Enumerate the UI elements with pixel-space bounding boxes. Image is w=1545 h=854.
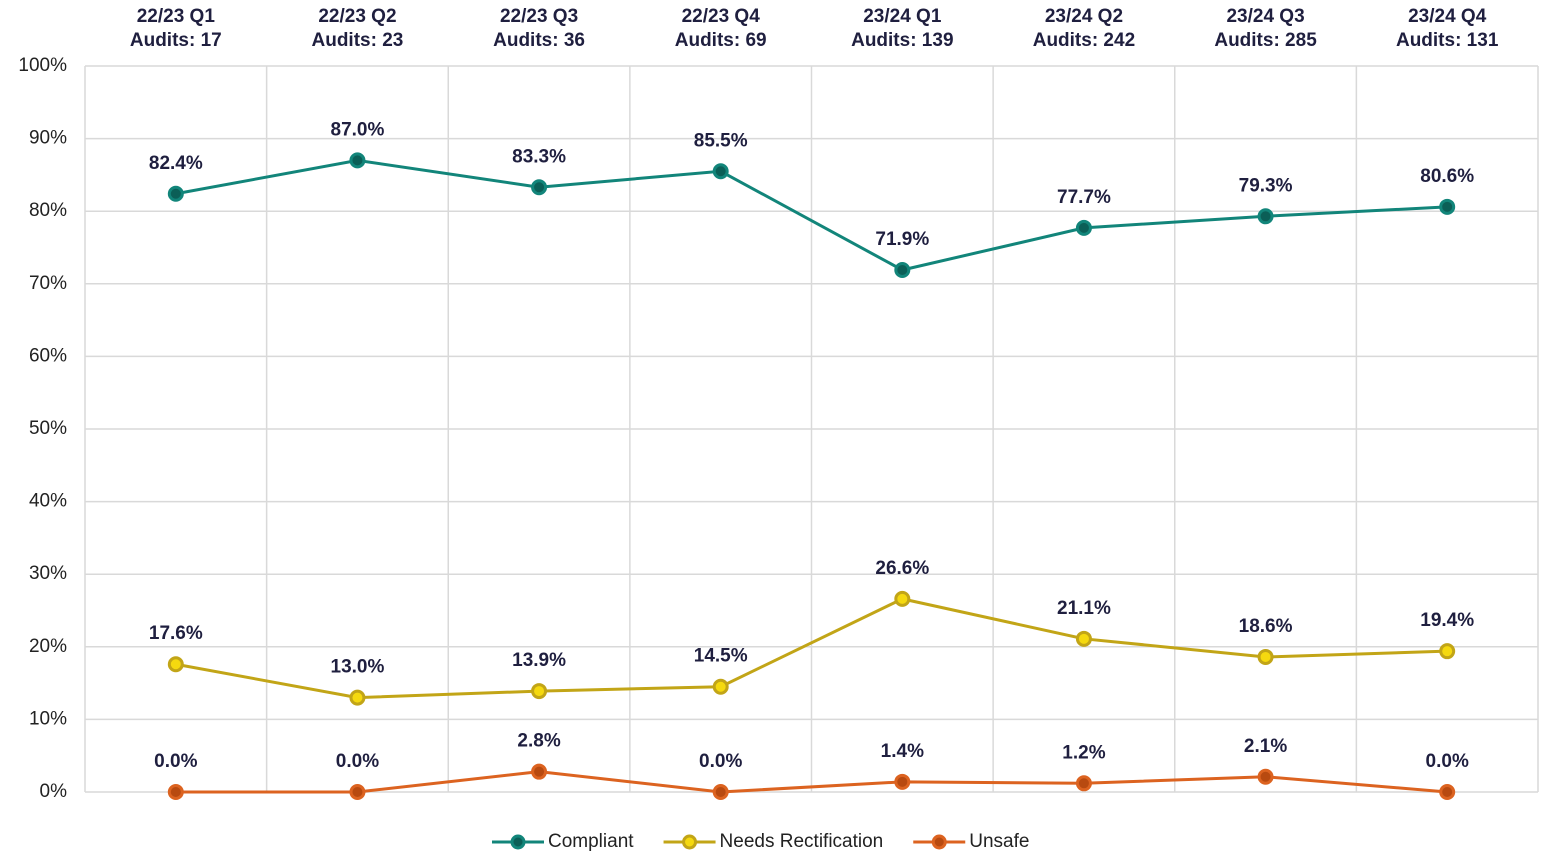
y-tick-label: 100% [18, 55, 67, 76]
marker [894, 590, 911, 607]
data-label: 19.4% [1420, 610, 1474, 631]
y-tick-label: 10% [29, 708, 67, 729]
data-label: 21.1% [1057, 598, 1111, 619]
y-tick-label: 50% [29, 418, 67, 439]
x-tick-label: 23/24 Q3 [1226, 6, 1304, 27]
data-label: 79.3% [1239, 175, 1293, 196]
data-label: 13.0% [331, 657, 385, 678]
y-tick-label: 20% [29, 636, 67, 657]
x-tick-label: 23/24 Q4 [1408, 6, 1487, 27]
y-tick-label: 80% [29, 200, 67, 221]
data-label: 2.1% [1244, 736, 1287, 757]
y-tick-label: 60% [29, 345, 67, 366]
data-label: 80.6% [1420, 166, 1474, 187]
marker [531, 179, 548, 196]
data-label: 26.6% [875, 558, 929, 579]
data-label: 71.9% [875, 229, 929, 250]
data-label: 77.7% [1057, 187, 1111, 208]
legend-label: Compliant [548, 831, 634, 852]
x-tick-label: 22/23 Q3 [500, 6, 578, 27]
legend-label: Needs Rectification [720, 831, 884, 852]
marker [349, 784, 366, 800]
marker [894, 773, 911, 790]
marker [167, 656, 184, 673]
x-tick-sublabel: Audits: 131 [1396, 30, 1499, 51]
y-tick-label: 0% [40, 781, 68, 802]
marker [1439, 198, 1456, 215]
data-label: 13.9% [512, 650, 566, 671]
data-label: 0.0% [336, 751, 379, 772]
x-tick-sublabel: Audits: 139 [851, 30, 953, 51]
data-label: 18.6% [1239, 616, 1293, 637]
x-tick-label: 22/23 Q1 [137, 6, 216, 27]
x-tick-sublabel: Audits: 242 [1033, 30, 1135, 51]
marker [1075, 630, 1092, 647]
x-tick-label: 22/23 Q2 [318, 6, 396, 27]
y-tick-label: 40% [29, 491, 67, 512]
x-tick-label: 23/24 Q2 [1045, 6, 1123, 27]
marker [712, 784, 729, 800]
data-label: 85.5% [694, 130, 748, 151]
data-label: 17.6% [149, 623, 203, 644]
x-tick-label: 23/24 Q1 [863, 6, 942, 27]
marker [349, 689, 366, 706]
series-line [175, 770, 1448, 794]
marker [712, 678, 729, 695]
legend-marker [931, 834, 947, 850]
marker [1439, 784, 1456, 800]
data-label: 82.4% [149, 153, 203, 174]
legend-marker [510, 834, 526, 850]
marker [1075, 219, 1092, 236]
data-label: 0.0% [154, 751, 197, 772]
data-label: 14.5% [694, 646, 748, 667]
x-tick-sublabel: Audits: 23 [312, 30, 404, 51]
series-line [175, 158, 1448, 272]
data-label: 0.0% [1426, 751, 1469, 772]
data-label: 87.0% [331, 119, 385, 140]
data-label: 2.8% [517, 731, 560, 752]
data-label: 1.2% [1062, 742, 1105, 763]
x-tick-sublabel: Audits: 69 [675, 30, 767, 51]
marker [349, 152, 366, 169]
y-tick-label: 30% [29, 563, 67, 584]
marker [531, 683, 548, 700]
x-tick-sublabel: Audits: 17 [130, 30, 222, 51]
legend-label: Unsafe [969, 831, 1029, 852]
series-line [175, 597, 1448, 700]
marker [1257, 208, 1274, 225]
x-tick-label: 22/23 Q4 [682, 6, 761, 27]
marker [1257, 768, 1274, 785]
marker [712, 163, 729, 180]
x-tick-sublabel: Audits: 36 [493, 30, 585, 51]
marker [531, 763, 548, 780]
data-label: 0.0% [699, 751, 742, 772]
legend-marker [682, 834, 698, 850]
data-label: 1.4% [881, 741, 924, 762]
marker [1257, 648, 1274, 665]
marker [1439, 643, 1456, 660]
x-tick-sublabel: Audits: 285 [1214, 30, 1317, 51]
marker [167, 185, 184, 202]
y-tick-label: 90% [29, 128, 67, 149]
marker [894, 262, 911, 279]
y-tick-label: 70% [29, 273, 67, 294]
marker [1075, 775, 1092, 792]
data-label: 83.3% [512, 146, 566, 167]
marker [167, 784, 184, 800]
